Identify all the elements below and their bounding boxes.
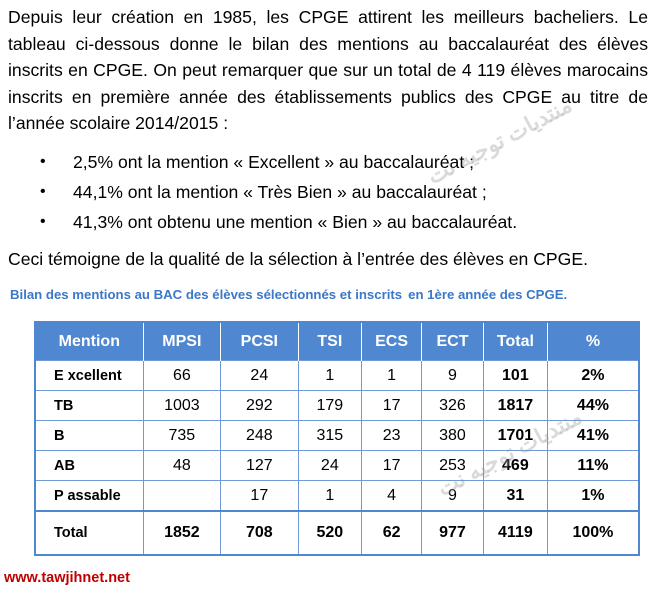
- cell-ect: 326: [421, 390, 484, 421]
- cell-tsi: 179: [297, 390, 363, 421]
- bullet-text: 2,5% ont la mention « Excellent » au bac…: [73, 152, 474, 172]
- cell-mpsi: [142, 480, 222, 512]
- cell-ecs: 62: [361, 510, 423, 556]
- cell-total: 4119: [482, 510, 548, 556]
- cell-percent: 100%: [546, 510, 640, 556]
- table-row: E xcellent 66 24 1 1 9 101 2%: [34, 360, 640, 391]
- cell-tsi: 520: [297, 510, 363, 556]
- cell-ect: 977: [421, 510, 484, 556]
- header-pcsi: PCSI: [220, 322, 299, 361]
- cell-tsi: 315: [297, 420, 363, 451]
- bullet-list: • 2,5% ont la mention « Excellent » au ba…: [40, 147, 517, 237]
- header-mpsi: MPSI: [143, 322, 222, 361]
- cell-tsi: 1: [297, 480, 363, 512]
- intro-paragraph: Depuis leur création en 1985, les CPGE a…: [8, 7, 648, 133]
- cell-ect: 380: [421, 420, 484, 451]
- row-label: E xcellent: [34, 360, 144, 391]
- cell-total: 1701: [482, 420, 548, 451]
- cell-percent: 44%: [546, 390, 640, 421]
- cell-percent: 41%: [546, 420, 640, 451]
- header-ect: ECT: [421, 322, 484, 361]
- cell-pcsi: 127: [220, 450, 299, 481]
- header-percent: %: [547, 322, 640, 361]
- bullet-icon: •: [40, 183, 46, 200]
- header-tsi: TSI: [298, 322, 363, 361]
- table-row: TB 1003 292 179 17 326 1817 44%: [34, 390, 640, 421]
- table-caption: Bilan des mentions au BAC des élèves sél…: [10, 287, 567, 302]
- bullet-text: 41,3% ont obtenu une mention « Bien » au…: [73, 212, 518, 232]
- caption-part1: Bilan des mentions au BAC des élèves sél…: [10, 287, 403, 302]
- cell-mpsi: 735: [142, 420, 222, 451]
- conclusion-paragraph: Ceci témoigne de la qualité de la sélect…: [8, 249, 588, 269]
- cell-percent: 11%: [546, 450, 640, 481]
- mentions-table: Mention MPSI PCSI TSI ECS ECT Total % E …: [34, 321, 640, 556]
- header-ecs: ECS: [361, 322, 423, 361]
- cell-total: 469: [482, 450, 548, 481]
- cell-ecs: 23: [361, 420, 423, 451]
- cell-ect: 9: [421, 360, 484, 391]
- cell-percent: 1%: [546, 480, 640, 512]
- cell-ecs: 4: [361, 480, 423, 512]
- cell-pcsi: 24: [220, 360, 299, 391]
- bullet-icon: •: [40, 213, 46, 230]
- header-total: Total: [483, 322, 548, 361]
- website-link[interactable]: www.tawjihnet.net: [4, 570, 130, 586]
- cell-percent: 2%: [546, 360, 640, 391]
- cell-tsi: 24: [297, 450, 363, 481]
- bullet-icon: •: [40, 153, 46, 170]
- cell-mpsi: 1003: [142, 390, 222, 421]
- row-label: B: [34, 420, 144, 451]
- cell-ecs: 17: [361, 450, 423, 481]
- cell-total: 31: [482, 480, 548, 512]
- row-label: TB: [34, 390, 144, 421]
- cell-pcsi: 248: [220, 420, 299, 451]
- cell-ect: 9: [421, 480, 484, 512]
- cell-pcsi: 708: [220, 510, 299, 556]
- cell-pcsi: 17: [220, 480, 299, 512]
- bullet-item: • 2,5% ont la mention « Excellent » au ba…: [40, 147, 517, 177]
- cell-tsi: 1: [297, 360, 363, 391]
- bullet-item: • 41,3% ont obtenu une mention « Bien » a…: [40, 207, 517, 237]
- total-row: Total 1852 708 520 62 977 4119 100%: [34, 510, 640, 556]
- cell-mpsi: 1852: [142, 510, 222, 556]
- cell-ect: 253: [421, 450, 484, 481]
- bullet-item: • 44,1% ont la mention « Très Bien » au b…: [40, 177, 517, 207]
- row-label: AB: [34, 450, 144, 481]
- cell-pcsi: 292: [220, 390, 299, 421]
- cell-ecs: 17: [361, 390, 423, 421]
- table-row: B 735 248 315 23 380 1701 41%: [34, 420, 640, 451]
- cell-mpsi: 48: [142, 450, 222, 481]
- caption-part2: en 1ère année des CPGE.: [408, 287, 568, 302]
- cell-mpsi: 66: [142, 360, 222, 391]
- header-mention: Mention: [35, 322, 144, 361]
- table-row: AB 48 127 24 17 253 469 11%: [34, 450, 640, 481]
- table-header-row: Mention MPSI PCSI TSI ECS ECT Total %: [35, 322, 640, 361]
- table-row: P assable 17 1 4 9 31 1%: [34, 480, 640, 512]
- total-label: Total: [34, 510, 144, 556]
- bullet-text: 44,1% ont la mention « Très Bien » au ba…: [73, 182, 487, 202]
- cell-ecs: 1: [361, 360, 423, 391]
- row-label: P assable: [34, 480, 144, 512]
- cell-total: 101: [482, 360, 548, 391]
- cell-total: 1817: [482, 390, 548, 421]
